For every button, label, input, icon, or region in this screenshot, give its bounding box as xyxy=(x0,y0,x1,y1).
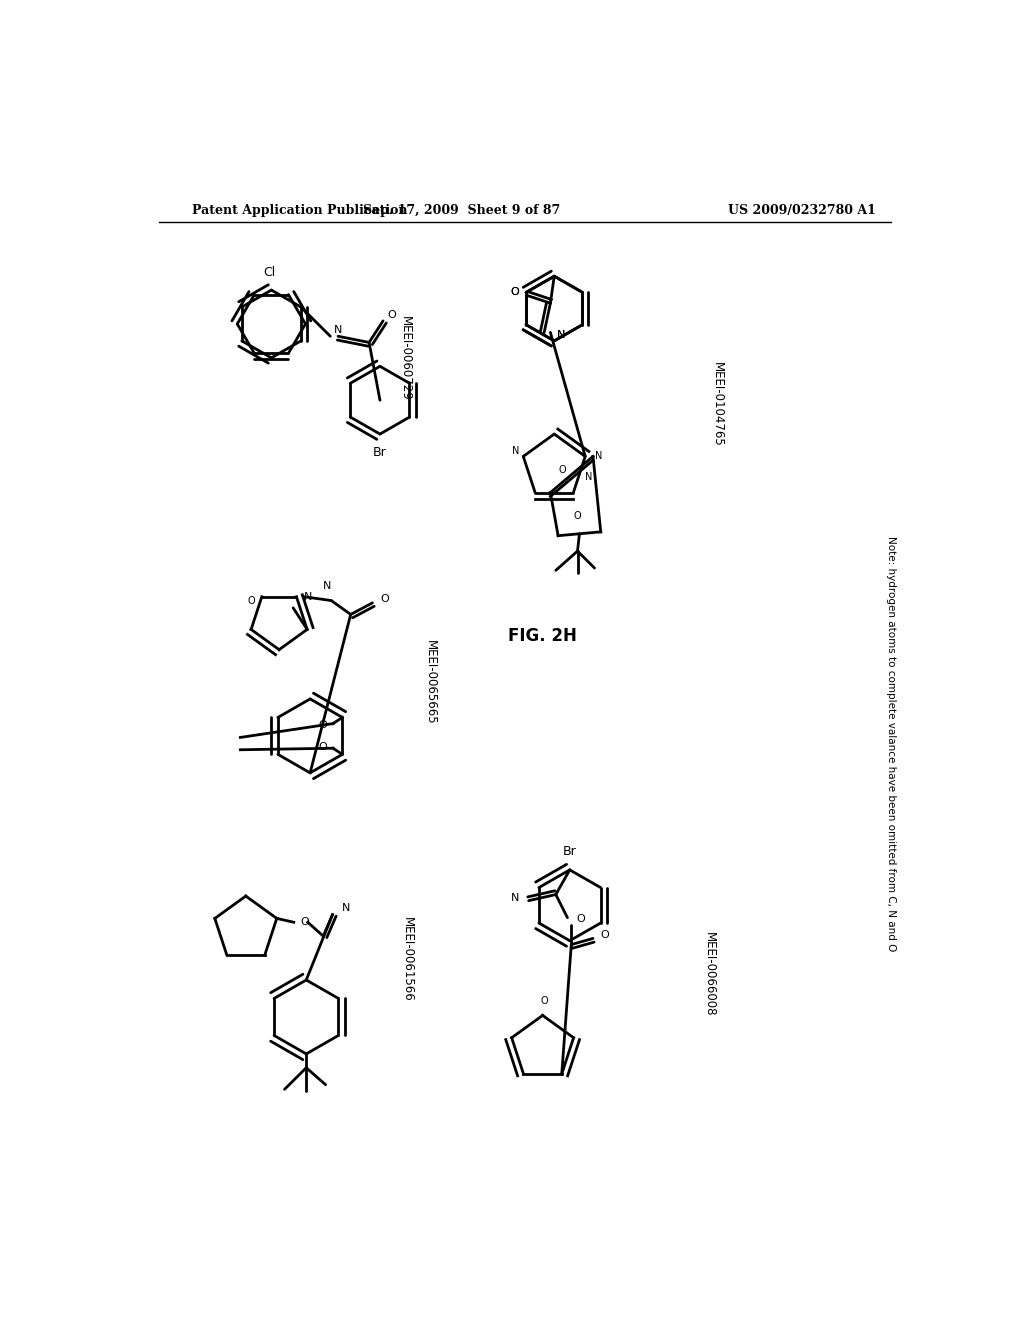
Text: MEEI-0061566: MEEI-0061566 xyxy=(400,917,414,1002)
Text: Patent Application Publication: Patent Application Publication xyxy=(191,205,408,218)
Text: Cl: Cl xyxy=(264,267,275,280)
Text: N: N xyxy=(512,446,519,455)
Text: Sep. 17, 2009  Sheet 9 of 87: Sep. 17, 2009 Sheet 9 of 87 xyxy=(362,205,560,218)
Text: MEEI-0066008: MEEI-0066008 xyxy=(702,932,716,1016)
Text: N: N xyxy=(585,473,592,482)
Text: N: N xyxy=(595,451,602,462)
Text: MEEI-0060729: MEEI-0060729 xyxy=(399,317,412,401)
Text: Br: Br xyxy=(563,845,577,858)
Text: US 2009/0232780 A1: US 2009/0232780 A1 xyxy=(728,205,877,218)
Text: O: O xyxy=(318,721,327,730)
Text: N: N xyxy=(511,892,519,903)
Text: O: O xyxy=(380,594,389,605)
Text: N: N xyxy=(557,330,565,341)
Text: FIG. 2H: FIG. 2H xyxy=(508,627,578,644)
Text: O: O xyxy=(511,286,519,297)
Text: O: O xyxy=(573,511,582,521)
Text: N: N xyxy=(324,581,332,591)
Text: O: O xyxy=(511,286,519,297)
Text: O: O xyxy=(318,742,327,751)
Text: O: O xyxy=(300,917,309,927)
Text: Note: hydrogen atoms to complete valance have been omitted from C, N and O: Note: hydrogen atoms to complete valance… xyxy=(887,536,896,952)
Text: O: O xyxy=(601,929,609,940)
Text: O: O xyxy=(577,915,586,924)
Text: N: N xyxy=(557,330,565,341)
Text: N: N xyxy=(334,325,343,335)
Text: O: O xyxy=(388,310,396,319)
Text: O: O xyxy=(248,595,256,606)
Text: MEEI-0065665: MEEI-0065665 xyxy=(424,640,437,725)
Text: N: N xyxy=(304,591,312,602)
Text: O: O xyxy=(558,465,566,475)
Text: MEEI-0104765: MEEI-0104765 xyxy=(711,363,724,447)
Text: Br: Br xyxy=(373,446,387,459)
Text: N: N xyxy=(342,903,350,913)
Text: O: O xyxy=(541,997,548,1006)
